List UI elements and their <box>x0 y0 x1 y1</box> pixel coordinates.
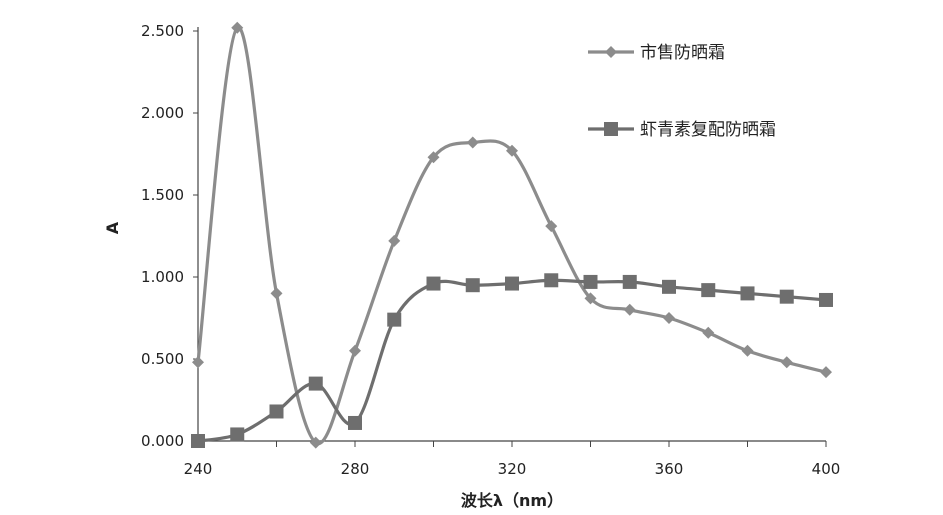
series-1-point <box>466 136 479 149</box>
series-2-line <box>197 278 827 443</box>
series-2-point <box>583 274 598 289</box>
series-1-point <box>506 144 518 157</box>
y-tick-label: 2.000 <box>141 104 184 122</box>
series-1-point <box>702 326 715 339</box>
legend-swatch-marker <box>605 46 617 58</box>
series-1 <box>192 21 832 449</box>
series-2-point <box>269 404 284 419</box>
series-1-point <box>192 356 204 369</box>
series-1-point <box>741 344 754 357</box>
series-2-point <box>544 273 559 288</box>
y-tick-label: 1.500 <box>141 186 184 204</box>
series-1-point <box>545 220 558 233</box>
series-layer <box>191 21 833 449</box>
series-2-point <box>505 276 519 291</box>
series-2-point <box>230 427 245 442</box>
y-tick-label: 1.000 <box>141 268 184 286</box>
series-2-point <box>308 376 323 391</box>
series-2-point <box>819 292 833 307</box>
x-tick-label: 240 <box>184 460 213 478</box>
series-1-point <box>270 287 283 300</box>
series-1-point <box>623 303 636 316</box>
series-2-point <box>662 279 676 294</box>
legend-label: 市售防晒霜 <box>640 43 725 63</box>
series-1-point <box>388 234 401 247</box>
x-tick-label: 280 <box>341 460 370 478</box>
y-axis-title: A <box>103 221 122 234</box>
x-axis-title: 波长λ（nm） <box>461 491 563 510</box>
y-tick-label: 0.000 <box>141 432 184 450</box>
series-2-point <box>701 283 716 298</box>
series-2-point <box>779 289 794 304</box>
series-1-point <box>820 366 832 379</box>
x-tick-label: 360 <box>655 460 684 478</box>
series-1-point <box>780 356 793 369</box>
series-1-point <box>584 292 597 305</box>
series-2-point <box>387 312 402 327</box>
series-2-point <box>740 286 755 301</box>
series-1-point <box>231 21 244 34</box>
series-2-point <box>426 276 441 291</box>
axes: 0.000 0.500 1.000 1.500 2.000 2.500 240 280 320 3… <box>141 22 840 478</box>
x-tick-label: 400 <box>812 460 841 478</box>
y-tick-label: 0.500 <box>141 350 184 368</box>
series-1-point <box>309 436 322 449</box>
series-2 <box>191 273 833 448</box>
series-1-line <box>196 26 827 446</box>
series-1-point <box>427 151 440 164</box>
series-2-point <box>465 278 480 293</box>
legend-swatch-marker <box>604 122 618 136</box>
legend-label: 虾青素复配防晒霜 <box>640 120 776 140</box>
series-2-point <box>348 415 362 430</box>
series-2-point <box>191 434 205 448</box>
series-2-point <box>622 274 637 289</box>
series-1-point <box>349 344 361 357</box>
x-tick-label: 320 <box>498 460 527 478</box>
y-tick-label: 2.500 <box>141 22 184 40</box>
series-1-point <box>663 312 675 324</box>
